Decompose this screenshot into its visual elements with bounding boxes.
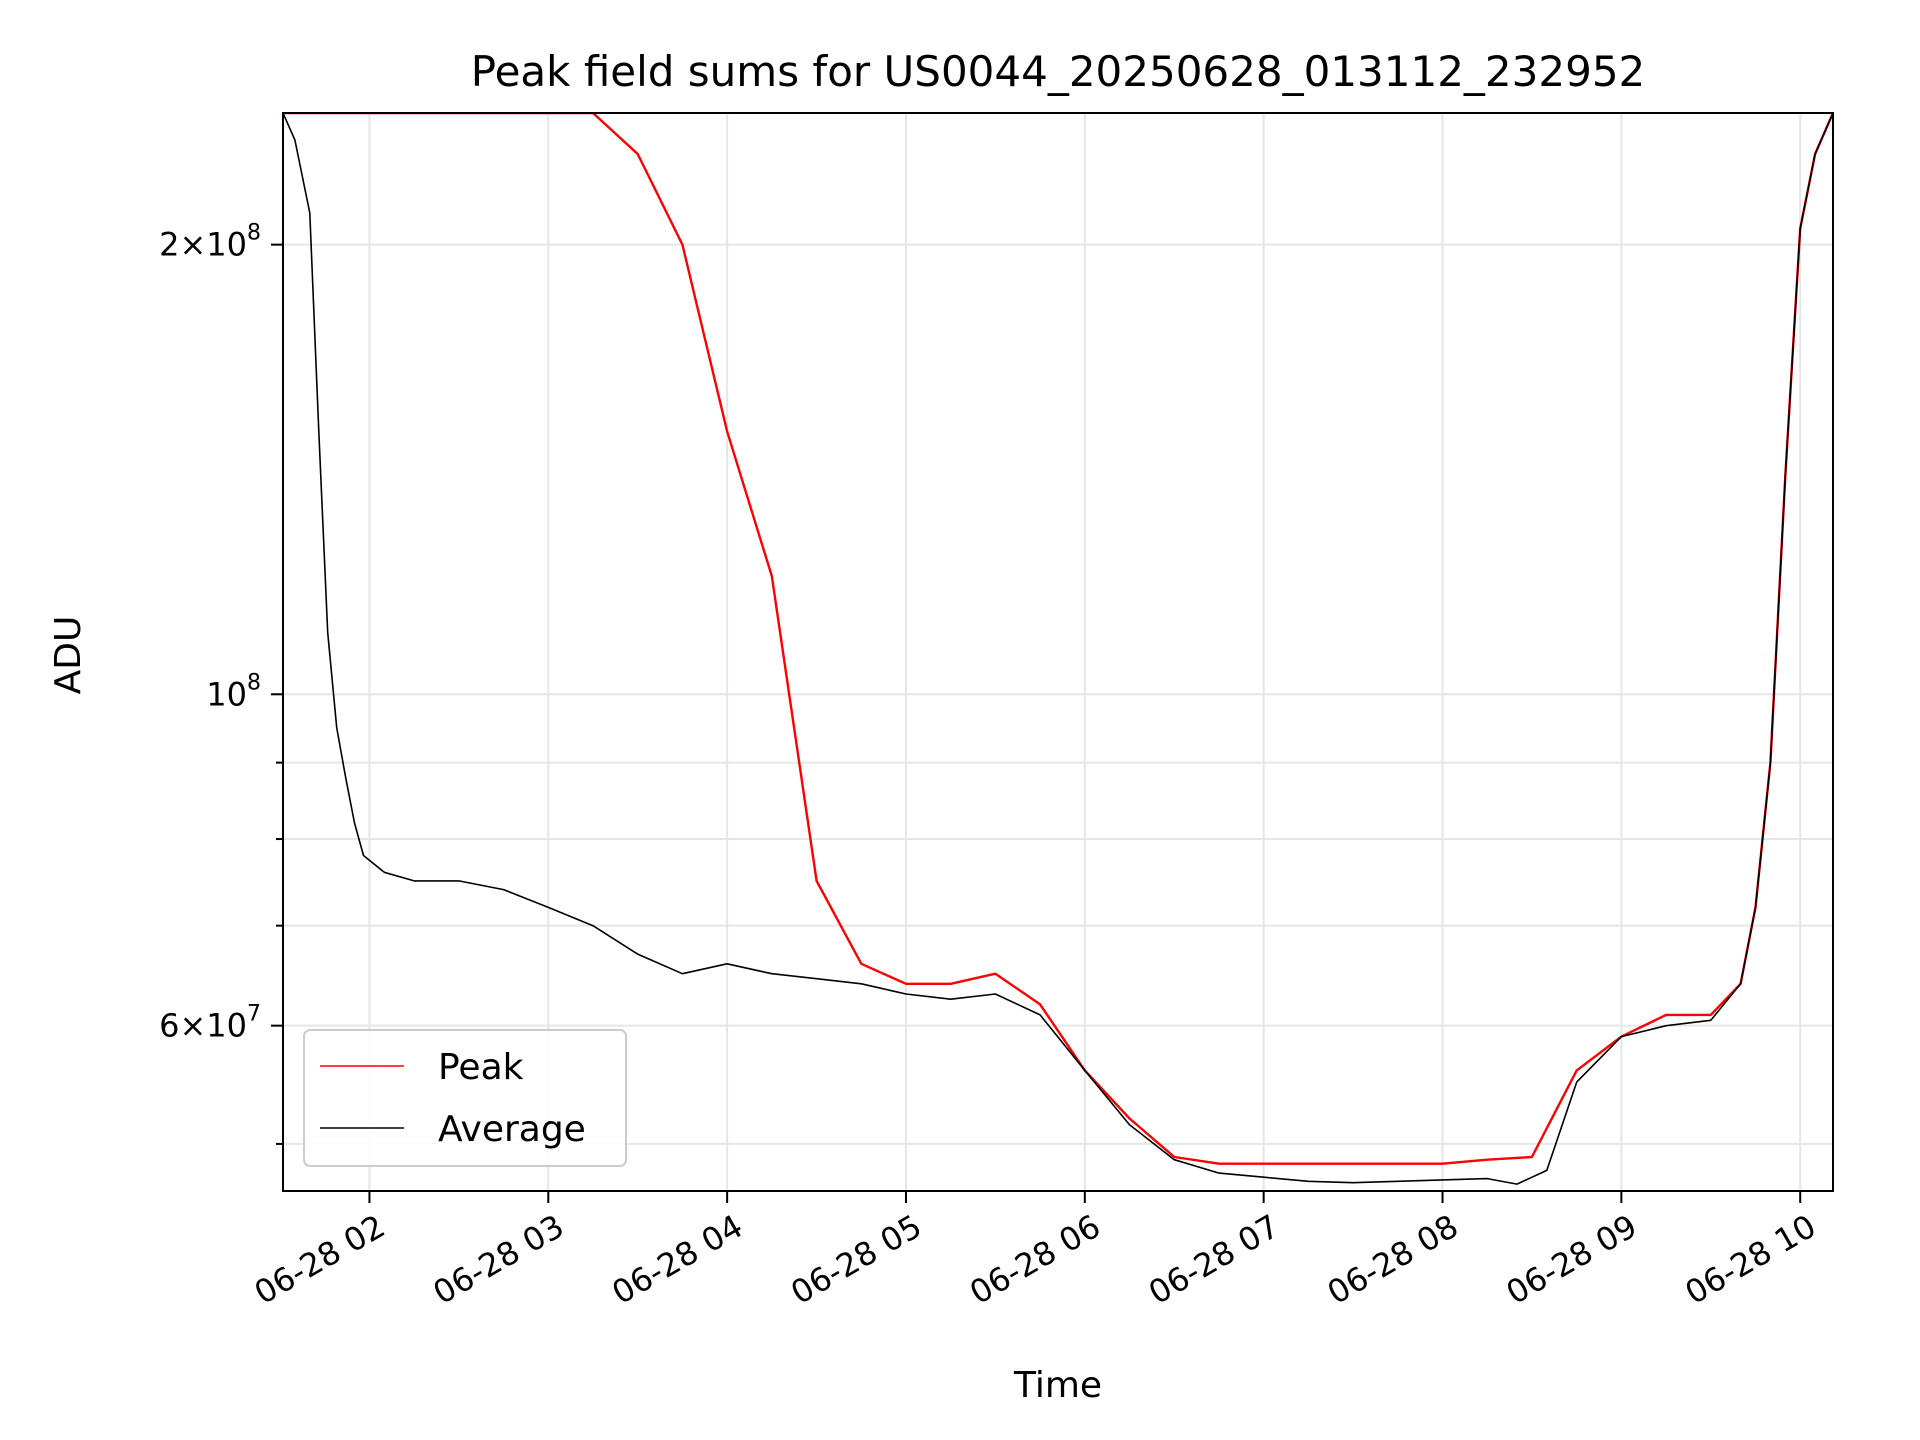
y-tick-base: 10: [206, 675, 247, 713]
grid: [283, 113, 1833, 1191]
y-axis-label: ADU: [48, 616, 89, 695]
x-tick-label: 06-28 04: [606, 1207, 750, 1312]
legend-box: [303, 1029, 627, 1167]
x-tick-label: 06-28 09: [1500, 1207, 1644, 1312]
legend: Peak Average: [303, 1029, 627, 1167]
series-average: [283, 113, 1833, 1185]
y-tick-mantissa: 6: [159, 1007, 179, 1045]
y-tick-mantissa: 2: [159, 226, 179, 264]
y-tick-label: 2×108: [159, 221, 261, 264]
y-tick-base: 10: [206, 226, 247, 264]
x-tick-label: 06-28 07: [1142, 1207, 1286, 1312]
series-line: [283, 113, 1833, 1185]
x-tick-label: 06-28 02: [248, 1207, 392, 1312]
series-peak: [283, 113, 1833, 1165]
x-tick-label: 06-28 05: [784, 1207, 928, 1312]
y-tick-base: 10: [206, 1007, 247, 1045]
y-tick-times: ×: [179, 226, 206, 264]
y-tick-label: 6×107: [159, 1002, 261, 1045]
x-axis-label: Time: [1013, 1365, 1102, 1406]
series-layer: [283, 113, 1833, 1185]
legend-peak-label: Peak: [438, 1047, 524, 1088]
x-tick-label: 06-28 10: [1679, 1207, 1823, 1312]
y-tick-times: ×: [179, 1007, 206, 1045]
x-tick-label: 06-28 08: [1321, 1207, 1465, 1312]
y-tick-exponent: 8: [247, 670, 261, 695]
plot-frame: [282, 112, 1834, 1192]
y-tick-exponent: 7: [247, 1002, 261, 1027]
x-tick-label: 06-28 06: [963, 1207, 1107, 1312]
x-tick-label: 06-28 03: [427, 1207, 571, 1312]
chart-title: Peak field sums for US0044_20250628_0131…: [471, 47, 1646, 96]
y-tick-label: 108: [206, 670, 261, 713]
y-tick-exponent: 8: [247, 221, 261, 246]
series-line: [283, 113, 1833, 1165]
legend-average-label: Average: [438, 1109, 586, 1150]
